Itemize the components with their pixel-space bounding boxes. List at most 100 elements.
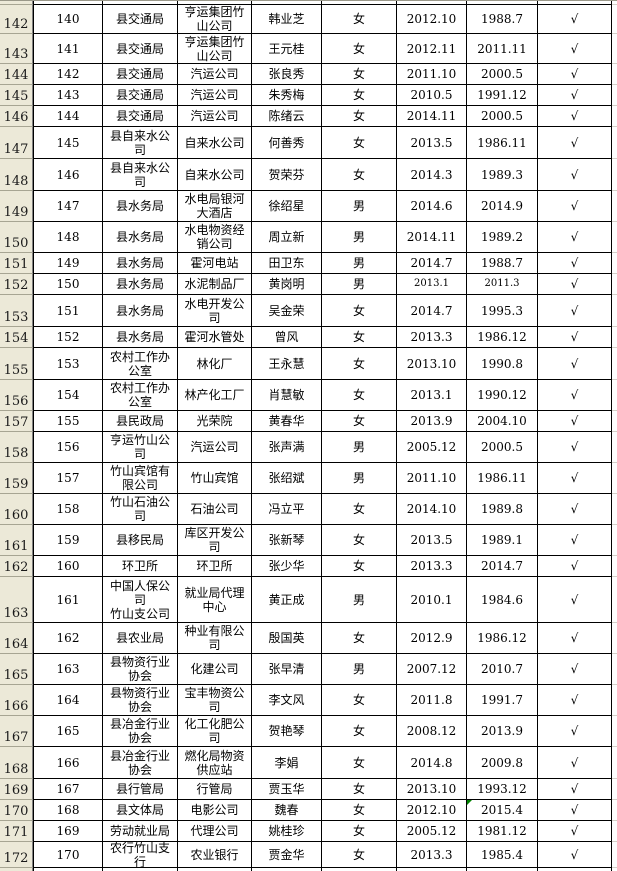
company-cell[interactable]: 林化厂 <box>178 348 252 380</box>
department-cell[interactable]: 县冶金行业协会 <box>103 716 178 747</box>
date-b-cell[interactable]: 1989.2 <box>467 222 538 253</box>
row-header[interactable]: 146 <box>0 106 33 127</box>
gender-cell[interactable]: 女 <box>322 623 397 654</box>
employee-name-cell-partial[interactable] <box>252 1 322 5</box>
checkmark-cell[interactable]: √ <box>538 5 612 34</box>
date-a-cell[interactable]: 2008.12 <box>397 716 467 747</box>
date-a-cell[interactable]: 2010.1 <box>397 577 467 623</box>
row-header[interactable]: 154 <box>0 327 33 348</box>
employee-name-cell[interactable]: 肖慧敏 <box>252 380 322 411</box>
serial-number-cell[interactable]: 151 <box>33 295 103 327</box>
row-header[interactable]: 156 <box>0 380 33 411</box>
row-header[interactable]: 155 <box>0 348 33 380</box>
gender-cell[interactable]: 男 <box>322 253 397 274</box>
serial-number-cell[interactable]: 153 <box>33 348 103 380</box>
company-cell[interactable]: 霍河电站 <box>178 253 252 274</box>
checkmark-cell[interactable]: √ <box>538 191 612 222</box>
gender-cell[interactable]: 男 <box>322 191 397 222</box>
company-cell[interactable]: 环卫所 <box>178 556 252 577</box>
company-cell[interactable]: 汽运公司 <box>178 106 252 127</box>
company-cell[interactable]: 种业有限公司 <box>178 623 252 654</box>
date-a-cell[interactable]: 2011.10 <box>397 463 467 494</box>
employee-name-cell[interactable]: 张绍斌 <box>252 463 322 494</box>
employee-name-cell[interactable]: 贾玉华 <box>252 779 322 800</box>
company-cell[interactable]: 汽运公司 <box>178 64 252 85</box>
date-b-cell[interactable]: 2011.11 <box>467 34 538 64</box>
checkmark-cell[interactable]: √ <box>538 685 612 716</box>
date-b-cell[interactable]: 2014.7 <box>467 556 538 577</box>
date-a-cell[interactable]: 2013.3 <box>397 556 467 577</box>
employee-name-cell[interactable]: 陈绪云 <box>252 106 322 127</box>
serial-number-cell-partial[interactable] <box>33 1 103 5</box>
company-cell[interactable]: 行管局 <box>178 779 252 800</box>
company-cell[interactable]: 水电局银河大酒店 <box>178 191 252 222</box>
row-header[interactable]: 148 <box>0 159 33 191</box>
date-b-cell[interactable]: 1993.12 <box>467 779 538 800</box>
serial-number-cell[interactable]: 146 <box>33 159 103 191</box>
gender-cell-partial[interactable] <box>322 1 397 5</box>
date-b-cell[interactable]: 2010.7 <box>467 654 538 685</box>
date-b-cell[interactable]: 1990.8 <box>467 348 538 380</box>
gender-cell[interactable]: 女 <box>322 556 397 577</box>
serial-number-cell[interactable]: 164 <box>33 685 103 716</box>
gender-cell[interactable]: 女 <box>322 821 397 842</box>
row-header[interactable]: 159 <box>0 463 33 494</box>
date-b-cell[interactable]: 1989.3 <box>467 159 538 191</box>
date-b-cell[interactable]: 1989.8 <box>467 494 538 525</box>
date-a-cell[interactable]: 2011.8 <box>397 685 467 716</box>
row-header[interactable]: 153 <box>0 295 33 327</box>
employee-name-cell[interactable]: 姚桂珍 <box>252 821 322 842</box>
checkmark-cell[interactable]: √ <box>538 654 612 685</box>
department-cell[interactable]: 县交通局 <box>103 64 178 85</box>
date-a-cell[interactable]: 2014.11 <box>397 222 467 253</box>
date-b-cell[interactable]: 1985.4 <box>467 842 538 868</box>
department-cell[interactable]: 县自来水公司 <box>103 159 178 191</box>
employee-name-cell[interactable]: 张良秀 <box>252 64 322 85</box>
date-a-cell[interactable]: 2014.3 <box>397 159 467 191</box>
gender-cell[interactable]: 女 <box>322 64 397 85</box>
checkmark-cell[interactable]: √ <box>538 106 612 127</box>
company-cell[interactable]: 燃化局物资供应站 <box>178 747 252 779</box>
checkmark-cell[interactable]: √ <box>538 842 612 868</box>
checkmark-cell-partial[interactable] <box>538 868 612 871</box>
company-cell[interactable]: 石油公司 <box>178 494 252 525</box>
employee-name-cell[interactable]: 黄春华 <box>252 411 322 432</box>
company-cell[interactable]: 就业局代理中心 <box>178 577 252 623</box>
department-cell[interactable]: 环卫所 <box>103 556 178 577</box>
department-cell[interactable]: 县民政局 <box>103 411 178 432</box>
employee-name-cell[interactable]: 曾风 <box>252 327 322 348</box>
date-a-cell[interactable]: 2012.11 <box>397 34 467 64</box>
date-a-cell[interactable]: 2013.9 <box>397 411 467 432</box>
serial-number-cell[interactable]: 166 <box>33 747 103 779</box>
date-b-cell[interactable]: 2015.4 <box>467 800 538 821</box>
employee-name-cell[interactable]: 徐绍星 <box>252 191 322 222</box>
row-header[interactable]: 163 <box>0 577 33 623</box>
employee-name-cell[interactable]: 王元桂 <box>252 34 322 64</box>
row-header[interactable]: 150 <box>0 222 33 253</box>
date-a-cell[interactable]: 2011.10 <box>397 64 467 85</box>
serial-number-cell[interactable]: 140 <box>33 5 103 34</box>
date-b-cell[interactable]: 1984.6 <box>467 577 538 623</box>
date-a-cell[interactable]: 2014.7 <box>397 253 467 274</box>
department-cell[interactable]: 县冶金行业协会 <box>103 747 178 779</box>
gender-cell[interactable]: 女 <box>322 127 397 159</box>
department-cell[interactable]: 农行竹山支行 <box>103 842 178 868</box>
date-b-cell[interactable]: 2011.3 <box>467 274 538 295</box>
date-a-cell-partial[interactable] <box>397 1 467 5</box>
date-a-cell[interactable]: 2007.12 <box>397 654 467 685</box>
row-header[interactable] <box>0 1 33 5</box>
gender-cell[interactable]: 男 <box>322 463 397 494</box>
date-b-cell[interactable]: 1995.3 <box>467 295 538 327</box>
serial-number-cell[interactable]: 160 <box>33 556 103 577</box>
employee-name-cell[interactable]: 张声满 <box>252 432 322 463</box>
checkmark-cell[interactable]: √ <box>538 463 612 494</box>
gender-cell[interactable]: 女 <box>322 85 397 106</box>
company-cell[interactable]: 电影公司 <box>178 800 252 821</box>
company-cell[interactable]: 汽运公司 <box>178 85 252 106</box>
gender-cell[interactable]: 女 <box>322 525 397 556</box>
row-header[interactable]: 143 <box>0 34 33 64</box>
checkmark-cell[interactable]: √ <box>538 85 612 106</box>
company-cell[interactable]: 水泥制品厂 <box>178 274 252 295</box>
department-cell[interactable]: 县行管局 <box>103 779 178 800</box>
date-b-cell[interactable]: 1986.11 <box>467 463 538 494</box>
